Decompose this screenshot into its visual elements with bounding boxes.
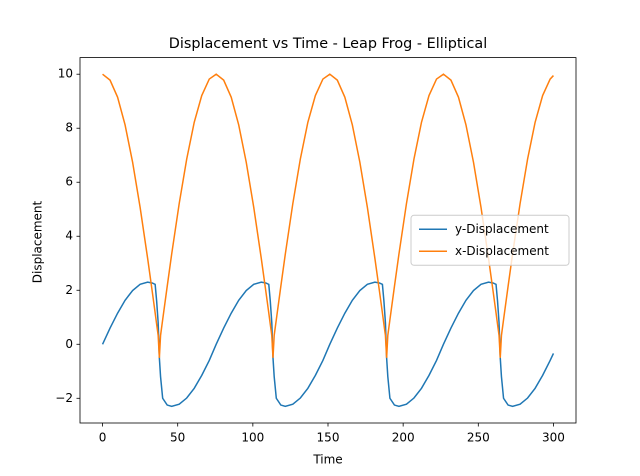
y-tick-label: 2 (65, 283, 73, 297)
y-tick-label: 0 (65, 337, 73, 351)
x-tick-label: 150 (317, 431, 340, 445)
x-tick-label: 300 (542, 431, 565, 445)
plot-frame (79, 57, 577, 424)
legend-label: y-Displacement (455, 222, 549, 236)
y-tick-label: 10 (58, 67, 73, 81)
y-axis-label: Displacement (31, 200, 45, 283)
x-axis-label: Time (312, 453, 342, 467)
x-tick-label: 0 (99, 431, 107, 445)
y-tick-label: 4 (65, 229, 73, 243)
line-series (101, 281, 555, 408)
x-tick-label: 50 (170, 431, 185, 445)
x-tick-label: 200 (392, 431, 415, 445)
y-tick-label: −2 (55, 391, 73, 405)
line-series (102, 73, 554, 358)
y-tick-label: 8 (65, 121, 73, 135)
y-tick-label: 6 (65, 175, 73, 189)
x-tick-label: 100 (241, 431, 264, 445)
legend-label: x-Displacement (455, 244, 549, 258)
legend-box (410, 214, 570, 266)
chart-title: Displacement vs Time - Leap Frog - Ellip… (169, 36, 488, 52)
x-tick-label: 250 (467, 431, 490, 445)
